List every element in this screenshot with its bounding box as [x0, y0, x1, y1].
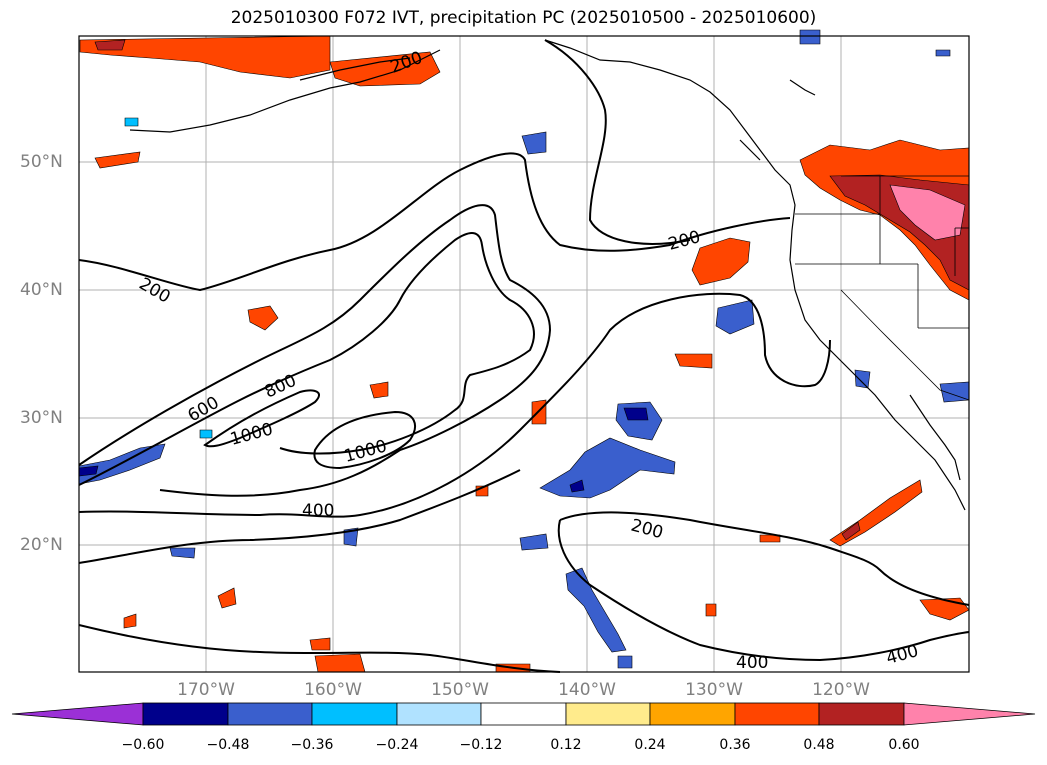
coastlines — [129, 39, 966, 511]
colorbar-segment — [396, 702, 482, 726]
contour-label: 400 — [302, 501, 334, 521]
colorbar-tick-label: 0.24 — [634, 737, 666, 753]
state-borders — [795, 175, 970, 401]
colorbar — [11, 702, 1036, 726]
colorbar-tick-label: −0.48 — [206, 737, 250, 753]
lon-label: 170°W — [177, 680, 235, 700]
colorbar-segment — [480, 702, 567, 726]
colorbar-segment — [649, 702, 736, 726]
colorbar-tick-label: −0.24 — [375, 737, 419, 753]
lon-label: 140°W — [558, 680, 616, 700]
contour-label: 400 — [736, 653, 768, 673]
lon-label: 150°W — [431, 680, 489, 700]
colorbar-segment — [227, 702, 313, 726]
lat-label: 50°N — [20, 152, 63, 172]
lat-label: 30°N — [20, 408, 63, 428]
lon-label: 130°W — [685, 680, 743, 700]
colorbar-tick-label: −0.12 — [459, 737, 503, 753]
colorbar-tick-label: 0.36 — [719, 737, 751, 753]
colorbar-tick-label: −0.36 — [290, 737, 334, 753]
lon-label: 160°W — [304, 680, 362, 700]
map-title: 2025010300 F072 IVT, precipitation PC (2… — [230, 8, 817, 28]
precip-positive — [79, 35, 970, 673]
colorbar-segment — [565, 702, 651, 726]
colorbar-tick-label: −0.60 — [121, 737, 165, 753]
colorbar-segment — [734, 702, 820, 726]
colorbar-segment — [311, 702, 398, 726]
colorbar-extend-left — [11, 702, 144, 726]
colorbar-tick-label: 0.60 — [888, 737, 920, 753]
colorbar-tick-label: 0.12 — [550, 737, 582, 753]
lon-label: 120°W — [812, 680, 870, 700]
ivt-contours — [78, 39, 970, 673]
lat-label: 40°N — [20, 280, 63, 300]
colorbar-segment — [142, 702, 229, 726]
lat-label: 20°N — [20, 535, 63, 555]
colorbar-extend-right — [903, 702, 1036, 726]
colorbar-tick-label: 0.48 — [803, 737, 835, 753]
map-frame — [78, 35, 970, 673]
colorbar-segment — [818, 702, 905, 726]
